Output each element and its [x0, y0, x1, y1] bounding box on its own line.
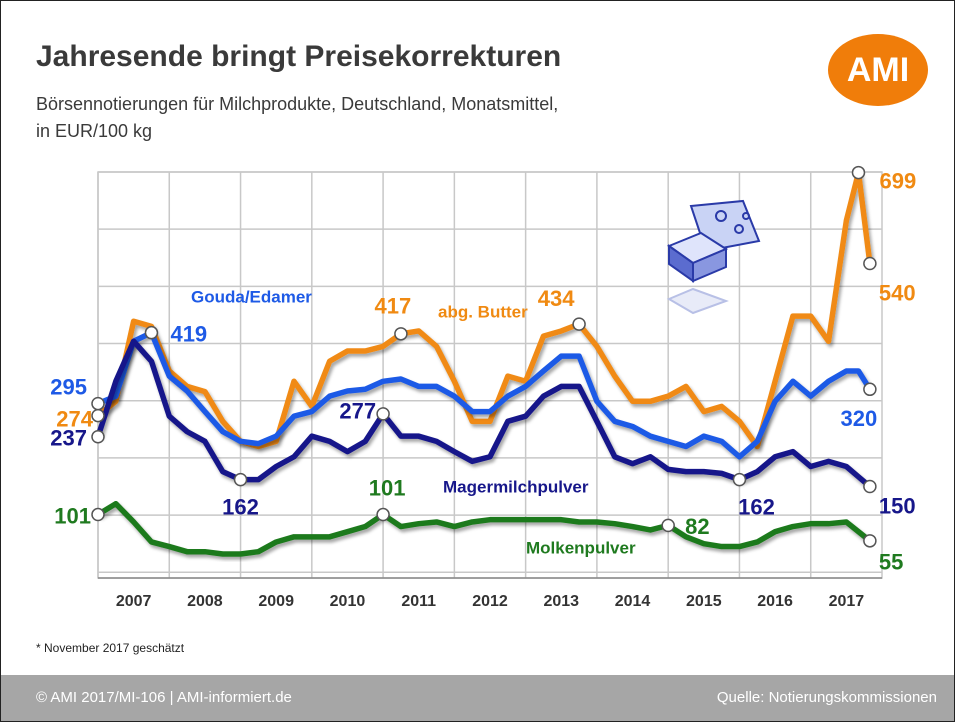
x-tick-label: 2012 — [472, 593, 508, 610]
point-marker — [92, 509, 104, 521]
point-marker — [852, 167, 864, 179]
series-label: Gouda/Edamer — [191, 287, 312, 306]
point-marker — [395, 328, 407, 340]
data-label: 699 — [879, 168, 916, 193]
point-marker — [864, 481, 876, 493]
point-marker — [92, 410, 104, 422]
x-tick-label: 2013 — [543, 593, 579, 610]
footer-left: © AMI 2017/MI-106 | AMI-informiert.de — [36, 689, 292, 706]
x-tick-label: 2008 — [187, 593, 223, 610]
data-label: 295 — [50, 374, 87, 399]
x-tick-label: 2009 — [258, 593, 294, 610]
data-label: 82 — [685, 514, 709, 539]
point-marker — [377, 408, 389, 420]
footnote: * November 2017 geschätzt — [36, 641, 185, 655]
point-marker — [733, 474, 745, 486]
data-label: 419 — [170, 321, 207, 346]
data-label: 150 — [879, 493, 916, 518]
x-tick-label: 2014 — [615, 593, 651, 610]
data-label: 162 — [222, 494, 259, 519]
x-tick-label: 2015 — [686, 593, 722, 610]
subtitle: Börsennotierungen für Milchprodukte, Deu… — [36, 94, 558, 114]
point-marker — [864, 257, 876, 269]
data-label: 237 — [50, 426, 87, 451]
point-marker — [864, 535, 876, 547]
data-label: 434 — [538, 286, 575, 311]
data-label: 101 — [54, 503, 91, 528]
point-marker — [92, 398, 104, 410]
page: Jahresende bringt Preisekorrekturen Börs… — [0, 0, 955, 722]
grid: 2007 2008 2009 2010 2011 2012 2013 2014 2015 2016… — [98, 172, 882, 610]
data-label: 101 — [369, 475, 406, 500]
point-marker — [864, 383, 876, 395]
x-tick-label: 2016 — [757, 593, 793, 610]
x-tick-label: 2007 — [116, 593, 152, 610]
series-label: Magermilchpulver — [443, 477, 589, 496]
chart: Jahresende bringt Preisekorrekturen Börs… — [1, 1, 954, 721]
data-label: 320 — [841, 406, 878, 431]
point-marker — [573, 318, 585, 330]
x-tick-label: 2011 — [401, 593, 436, 610]
x-tick-label: 2010 — [330, 593, 366, 610]
chart-title: Jahresende bringt Preisekorrekturen — [36, 40, 561, 73]
series-label: Molkenpulver — [526, 538, 636, 557]
data-label: 162 — [738, 494, 775, 519]
data-label: 55 — [879, 550, 903, 575]
logo: AMI — [847, 51, 909, 89]
point-marker — [662, 519, 674, 531]
point-marker — [145, 327, 157, 339]
data-label: 277 — [339, 399, 376, 424]
footer-right: Quelle: Notierungskommissionen — [717, 689, 937, 706]
subtitle: in EUR/100 kg — [36, 121, 152, 141]
x-tick-label: 2017 — [829, 593, 865, 610]
data-label: 417 — [375, 294, 412, 319]
point-marker — [235, 474, 247, 486]
series-label: abg. Butter — [438, 302, 528, 321]
data-label: 540 — [879, 280, 916, 305]
point-marker — [377, 509, 389, 521]
point-marker — [92, 431, 104, 443]
